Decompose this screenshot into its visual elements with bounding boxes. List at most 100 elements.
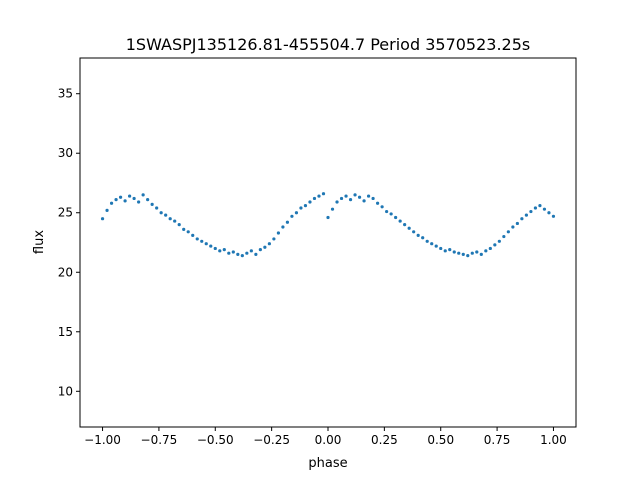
x-tick-label: 1.00	[540, 433, 567, 447]
data-point	[186, 230, 190, 234]
data-point	[155, 206, 159, 210]
data-point	[276, 231, 280, 235]
data-point	[308, 200, 312, 204]
data-point	[200, 239, 204, 243]
data-point	[502, 234, 506, 239]
data-point	[132, 196, 136, 201]
y-tick-label: 10	[58, 384, 73, 398]
data-point	[515, 221, 519, 226]
x-tick-label: −0.50	[197, 433, 234, 447]
data-point	[326, 215, 330, 220]
data-point	[150, 202, 154, 207]
data-point	[321, 192, 326, 196]
data-point	[470, 251, 474, 255]
data-point	[380, 205, 384, 209]
data-point	[461, 252, 465, 256]
data-point	[285, 220, 290, 224]
data-point	[357, 195, 362, 199]
data-point	[448, 248, 452, 252]
data-point	[344, 194, 348, 198]
data-point	[281, 225, 285, 229]
data-point	[457, 251, 461, 255]
data-point	[416, 233, 420, 237]
data-point	[128, 194, 132, 198]
x-tick-label: 0.00	[315, 433, 342, 447]
data-point	[366, 194, 371, 198]
data-point	[371, 196, 375, 201]
data-point	[425, 239, 429, 243]
x-axis-ticks: −1.00 −0.75 −0.50 −0.25 0.00 0.25 0.50 0.75 1.00	[84, 427, 567, 447]
data-point	[177, 223, 181, 227]
data-point	[533, 206, 538, 210]
data-point	[263, 245, 267, 249]
data-point	[398, 219, 402, 223]
data-point	[209, 244, 213, 248]
data-point	[466, 253, 470, 258]
data-point	[434, 244, 438, 248]
data-point	[109, 201, 114, 205]
data-point	[385, 209, 389, 214]
data-point	[303, 204, 308, 208]
data-point	[299, 206, 303, 210]
data-point	[542, 207, 547, 211]
data-point	[173, 219, 177, 223]
data-point	[475, 250, 479, 254]
data-point	[520, 217, 524, 221]
data-point	[204, 242, 208, 246]
data-point	[105, 208, 109, 212]
y-tick-label: 35	[58, 87, 73, 101]
data-point	[240, 253, 244, 258]
data-point	[195, 237, 199, 241]
x-tick-label: −0.75	[141, 433, 178, 447]
data-point	[231, 250, 235, 254]
x-tick-label: 0.75	[484, 433, 511, 447]
chart-title: 1SWASPJ135126.81-455504.7 Period 3570523…	[126, 35, 531, 54]
data-point	[421, 236, 425, 240]
data-point	[182, 227, 186, 232]
data-point	[227, 251, 231, 255]
data-point	[529, 209, 533, 214]
data-point	[254, 252, 258, 256]
x-tick-label: 0.25	[371, 433, 398, 447]
x-axis-label: phase	[308, 456, 347, 471]
data-point	[412, 230, 416, 234]
y-tick-label: 30	[58, 146, 73, 160]
data-point	[348, 198, 353, 202]
data-point	[164, 213, 168, 217]
data-point	[335, 200, 339, 204]
data-point	[389, 212, 393, 216]
data-point	[245, 251, 249, 255]
data-point	[524, 213, 529, 217]
data-point	[222, 248, 226, 252]
scatter-points	[100, 192, 556, 258]
y-tick-label: 20	[58, 265, 73, 279]
data-point	[551, 214, 556, 218]
data-point	[362, 199, 366, 203]
data-point	[118, 195, 123, 199]
data-point	[141, 193, 145, 197]
data-point	[538, 204, 542, 208]
data-point	[506, 230, 510, 234]
data-point	[249, 249, 253, 253]
data-point	[497, 239, 501, 243]
y-axis-label: flux	[32, 230, 47, 254]
x-tick-label: −1.00	[84, 433, 121, 447]
data-point	[403, 223, 407, 227]
data-point	[479, 252, 483, 256]
data-point	[146, 198, 150, 202]
data-point	[290, 214, 294, 218]
data-point	[511, 225, 515, 229]
y-tick-label: 25	[58, 206, 73, 220]
data-point	[484, 249, 488, 253]
data-point	[168, 217, 172, 221]
x-tick-label: 0.50	[427, 433, 454, 447]
data-point	[236, 252, 240, 256]
data-point	[452, 250, 456, 254]
data-point	[267, 242, 271, 246]
data-point	[114, 198, 118, 202]
data-point	[330, 207, 335, 211]
data-point	[137, 200, 141, 204]
x-tick-label: −0.25	[253, 433, 290, 447]
data-point	[407, 226, 411, 230]
